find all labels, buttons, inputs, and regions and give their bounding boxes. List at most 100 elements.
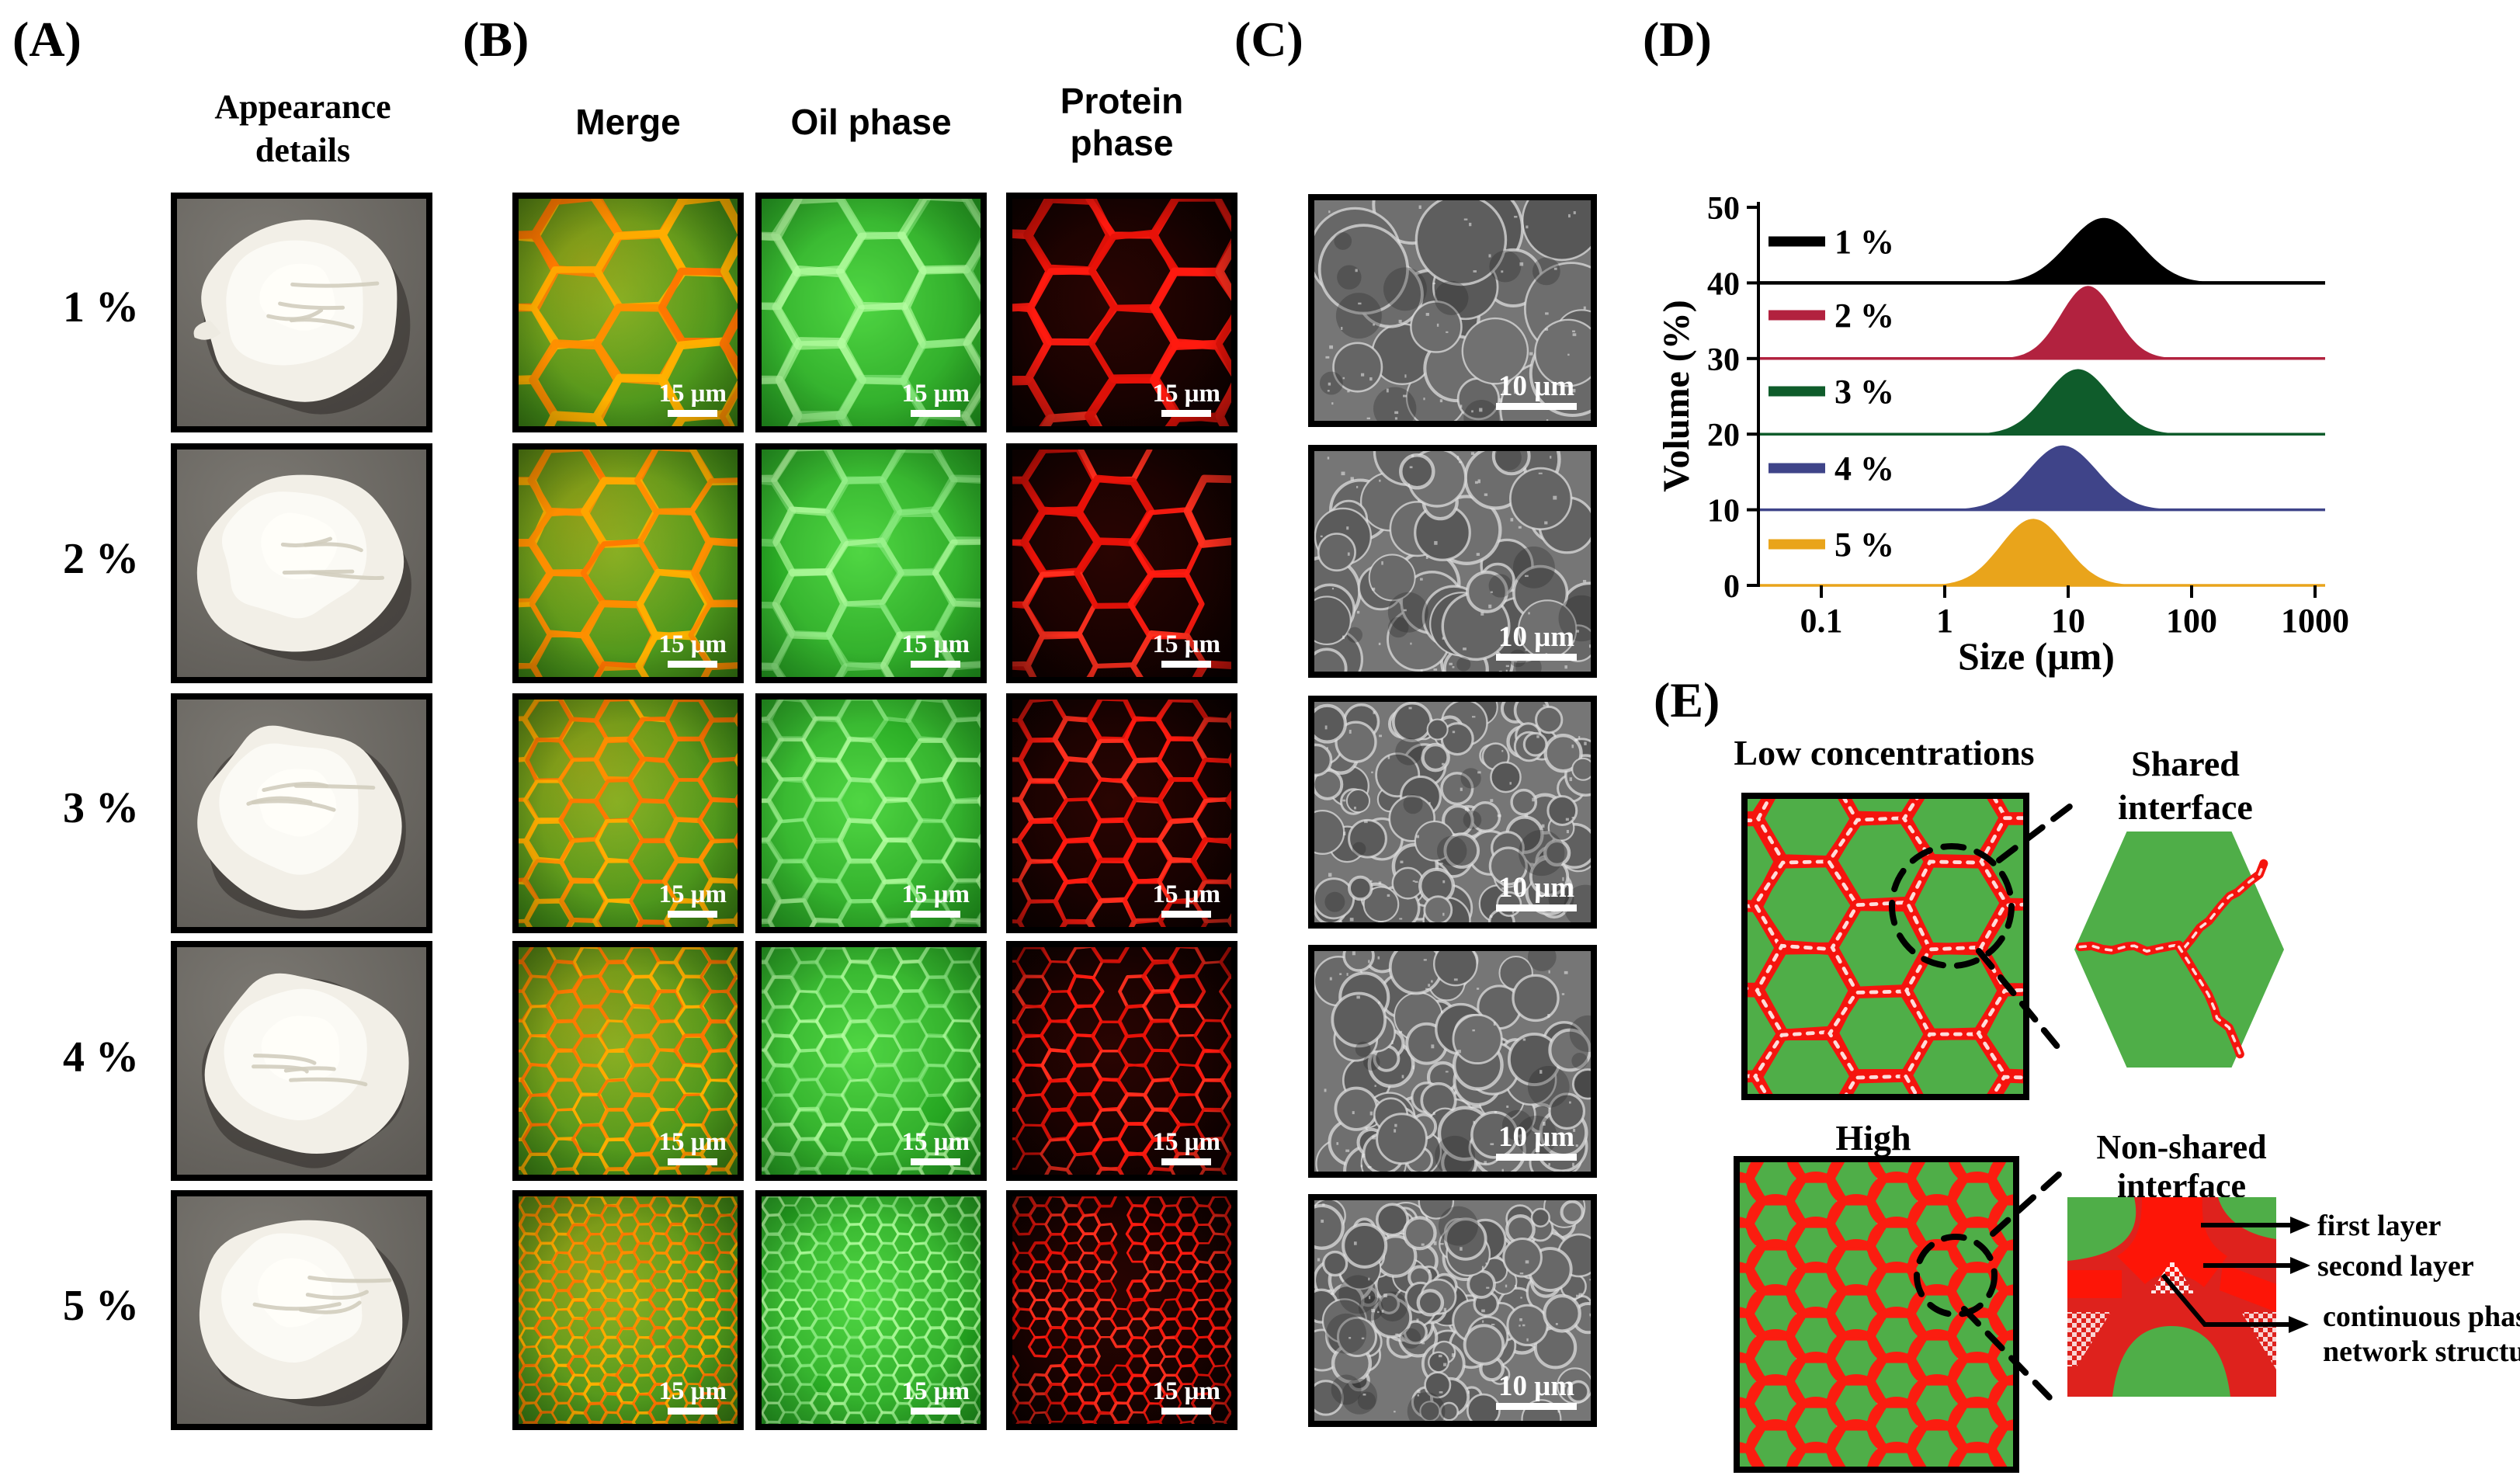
sem-image-4pct: 10 μm <box>1308 945 1597 1178</box>
generated-graphic <box>519 1196 738 1424</box>
generated-graphic <box>2067 1197 2276 1397</box>
scale-bar <box>668 911 718 918</box>
confocal-oil-5pct: 15 μm <box>755 1190 987 1430</box>
confocal-merge-5pct: 15 μm <box>512 1190 744 1430</box>
scale-bar-label: 15 μm <box>901 1128 970 1156</box>
high-concentration-network-diagram <box>1734 1156 2019 1473</box>
generated-graphic <box>1314 200 1591 421</box>
scale-bar-label: 15 μm <box>1152 1377 1220 1405</box>
confocal-protein-1pct: 15 μm <box>1006 193 1237 432</box>
svg-text:40: 40 <box>1707 266 1740 302</box>
generated-graphic <box>762 450 981 677</box>
low-concentrations-title: Low concentrations <box>1734 733 2035 772</box>
scale-bar <box>1496 904 1577 911</box>
svg-text:5 %: 5 % <box>1834 526 1894 564</box>
confocal-merge-4pct: 15 μm <box>512 941 744 1181</box>
first-layer-label: first layer <box>2317 1210 2442 1242</box>
scale-bar-label: 15 μm <box>901 630 970 658</box>
svg-text:Volume (%): Volume (%) <box>1656 300 1697 492</box>
row-label-3pct: 3 % <box>63 784 139 832</box>
scale-bar <box>1161 661 1212 668</box>
scale-bar-label: 15 μm <box>1152 880 1220 908</box>
scale-bar <box>668 1158 718 1165</box>
second-layer-label: second layer <box>2317 1250 2474 1283</box>
generated-graphic <box>177 450 426 677</box>
svg-text:3 %: 3 % <box>1834 373 1894 411</box>
scale-bar-label: 15 μm <box>658 630 727 658</box>
scale-bar <box>668 410 718 417</box>
scale-bar-label: 15 μm <box>1152 380 1220 408</box>
scale-bar <box>1161 1408 1212 1415</box>
scale-bar <box>668 1408 718 1415</box>
scale-bar-label: 10 μm <box>1498 621 1575 653</box>
panel-d-letter: (D) <box>1643 12 1712 67</box>
scale-bar-label: 10 μm <box>1498 872 1575 904</box>
shared-title-line2: interface <box>2118 787 2253 827</box>
scale-bar <box>1496 1403 1577 1410</box>
generated-graphic <box>1012 450 1231 677</box>
confocal-oil-2pct: 15 μm <box>755 443 987 683</box>
scale-bar <box>911 661 961 668</box>
column-header-merge: Merge <box>575 102 681 142</box>
scale-bar-label: 15 μm <box>901 1377 970 1405</box>
generated-graphic <box>762 199 981 426</box>
low-concentration-network-diagram <box>1741 793 2029 1100</box>
generated-graphic <box>762 700 981 927</box>
scale-bar <box>911 1158 961 1165</box>
appearance-photo-3pct <box>171 693 432 933</box>
scale-bar <box>1496 1154 1577 1161</box>
scale-bar-label: 10 μm <box>1498 1370 1575 1402</box>
panel-e-schematic: (E) Low concentrations Shared interface … <box>1654 668 2520 1479</box>
panel-a-letter: (A) <box>12 12 82 67</box>
appearance-header-line2: details <box>255 131 351 169</box>
continuous-phase-label-line2: network structure <box>2323 1335 2520 1368</box>
row-label-2pct: 2 % <box>63 535 139 583</box>
confocal-oil-1pct: 15 μm <box>755 193 987 432</box>
scale-bar-label: 15 μm <box>658 880 727 908</box>
row-label-4pct: 4 % <box>63 1033 139 1081</box>
scale-bar <box>1161 911 1212 918</box>
generated-graphic <box>1314 451 1591 672</box>
appearance-photo-5pct <box>171 1190 432 1430</box>
scale-bar <box>1161 1158 1212 1165</box>
size-distribution-chart: 0 10 20 30 40 50 0.1 1 10 100 1000 Size (μm) Volume … <box>1630 179 2414 695</box>
sem-image-3pct: 10 μm <box>1308 696 1597 929</box>
column-header-oil-phase: Oil phase <box>790 102 952 142</box>
generated-graphic <box>1012 1196 1231 1424</box>
nonshared-title-line1: Non-shared <box>2096 1128 2267 1166</box>
column-header-protein-phase: Protein phase <box>1060 81 1184 163</box>
generated-graphic <box>1314 951 1591 1172</box>
confocal-protein-5pct: 15 μm <box>1006 1190 1237 1430</box>
generated-graphic <box>177 1196 426 1424</box>
confocal-merge-3pct: 15 μm <box>512 693 744 933</box>
svg-text:1: 1 <box>1936 602 1953 640</box>
panel-b-letter: (B) <box>463 12 529 67</box>
confocal-merge-2pct: 15 μm <box>512 443 744 683</box>
scale-bar <box>911 1408 961 1415</box>
generated-graphic <box>1740 1162 2013 1467</box>
scale-bar <box>911 410 961 417</box>
sem-image-1pct: 10 μm <box>1308 194 1597 427</box>
appearance-photo-1pct <box>171 193 432 432</box>
shared-interface-hexagon-diagram <box>2074 831 2285 1068</box>
generated-graphic <box>1012 700 1231 927</box>
appearance-details-header: Appearance details <box>179 85 427 172</box>
scale-bar <box>1496 403 1577 410</box>
generated-graphic <box>1314 702 1591 922</box>
scale-bar-label: 10 μm <box>1498 370 1575 402</box>
svg-text:10: 10 <box>1707 494 1740 529</box>
scale-bar-label: 15 μm <box>658 1377 727 1405</box>
generated-graphic <box>1012 947 1231 1175</box>
svg-text:50: 50 <box>1707 191 1740 227</box>
svg-text:1000: 1000 <box>2281 602 2349 640</box>
svg-text:10: 10 <box>2051 602 2085 640</box>
scale-bar <box>1161 410 1212 417</box>
scale-bar-label: 15 μm <box>1152 1128 1220 1156</box>
scale-bar-label: 15 μm <box>658 380 727 408</box>
confocal-oil-3pct: 15 μm <box>755 693 987 933</box>
confocal-oil-4pct: 15 μm <box>755 941 987 1181</box>
panel-c-letter: (C) <box>1234 12 1303 67</box>
generated-graphic <box>2074 832 2284 1068</box>
generated-graphic <box>762 1196 981 1424</box>
generated-graphic <box>519 450 738 677</box>
